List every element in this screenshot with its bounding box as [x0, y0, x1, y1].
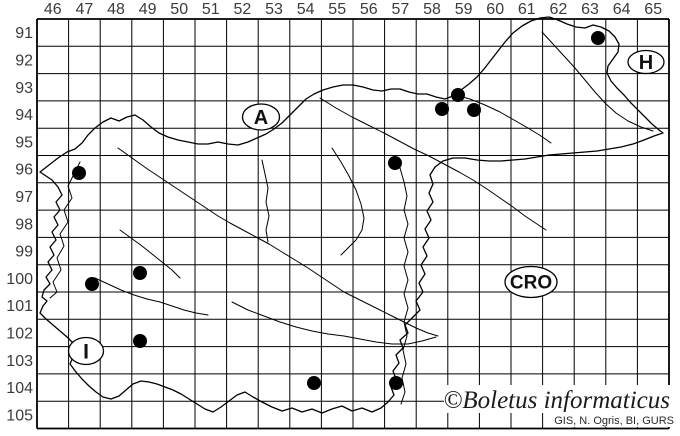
copyright-text: ©Boletus informaticus [443, 387, 670, 414]
river-line [399, 167, 409, 405]
occurrence-dot [72, 166, 86, 180]
left-axis-label: 97 [15, 189, 33, 206]
top-axis-label: 55 [328, 1, 346, 18]
occurrence-dot [389, 376, 403, 390]
top-axis-label: 46 [44, 1, 62, 18]
top-axis-label: 52 [234, 1, 252, 18]
occurrence-dot [388, 156, 402, 170]
country-label-hungary: H [639, 52, 653, 74]
occurrence-dot [467, 103, 481, 117]
left-axis-label: 91 [15, 25, 33, 42]
left-axis-label: 100 [6, 271, 33, 288]
left-axis-label: 94 [15, 107, 33, 124]
top-axis-label: 60 [486, 1, 504, 18]
top-axis-label: 50 [170, 1, 188, 18]
grid-lines [36, 18, 670, 430]
copyright-backdrop [444, 385, 674, 413]
map-outline-group [39, 16, 664, 414]
occurrence-dot [133, 334, 147, 348]
top-axis-label: 56 [360, 1, 378, 18]
top-axis-label: 51 [202, 1, 220, 18]
credits-backdrop [550, 412, 678, 427]
top-axis-label: 65 [644, 1, 662, 18]
river-line [49, 161, 81, 299]
river-line [331, 147, 365, 256]
left-axis-label: 92 [15, 52, 33, 69]
occurrence-dot [133, 266, 147, 280]
left-axis-label: 93 [15, 80, 33, 97]
top-axis-label: 54 [297, 1, 315, 18]
top-axis-label: 49 [139, 1, 157, 18]
country-ellipse-italy [67, 336, 105, 366]
top-axis-label: 58 [423, 1, 441, 18]
river-line [454, 94, 552, 144]
occurrence-dot [591, 31, 605, 45]
river-line [541, 31, 654, 132]
top-axis-label: 53 [265, 1, 283, 18]
left-axis-label: 99 [15, 244, 33, 261]
country-label-italy: I [83, 340, 89, 363]
occurrence-dots-group [72, 31, 605, 390]
top-axis-label: 47 [76, 1, 94, 18]
occurrence-dot [435, 102, 449, 116]
river-line [231, 301, 437, 345]
river-line [261, 159, 270, 243]
left-axis-label: 105 [6, 407, 33, 424]
country-label-croatia: CRO [510, 273, 552, 294]
occurrence-dot [451, 88, 465, 102]
river-line [319, 97, 547, 231]
river-line [117, 147, 439, 337]
occurrence-dot [85, 277, 99, 291]
river-line [94, 277, 209, 316]
country-labels-group: A H CRO I [67, 49, 665, 366]
left-axis-label: 98 [15, 216, 33, 233]
top-axis-label: 63 [581, 1, 599, 18]
left-axis-label: 104 [6, 380, 33, 397]
credits-text: GIS, N. Ogris, BI, GURS [554, 415, 674, 427]
left-axis-label: 95 [15, 134, 33, 151]
top-axis-label: 64 [613, 1, 631, 18]
country-ellipse-hungary [627, 49, 665, 75]
left-axis-label: 103 [6, 353, 33, 370]
country-ellipse-croatia [504, 265, 558, 299]
top-axis-label: 57 [392, 1, 410, 18]
left-axis-label: 101 [6, 298, 33, 315]
top-axis-labels: 46 47 48 49 50 51 52 53 54 55 56 57 58 59 60 61 62 63 64 65 [44, 1, 662, 18]
top-axis-label: 48 [107, 1, 125, 18]
country-ellipse-austria [241, 103, 281, 131]
top-axis-label: 59 [455, 1, 473, 18]
left-axis-label: 96 [15, 162, 33, 179]
top-axis-label: 62 [550, 1, 568, 18]
left-axis-label: 102 [6, 325, 33, 342]
river-line [119, 229, 181, 279]
rivers-group [49, 31, 654, 405]
top-axis-label: 61 [518, 1, 536, 18]
left-axis-labels: 91 92 93 94 95 96 97 98 99 100 101 102 103 104 105 [6, 25, 33, 424]
occurrence-dot [307, 376, 321, 390]
footer-group: ©Boletus informaticus GIS, N. Ogris, BI,… [443, 385, 678, 427]
country-label-austria: A [254, 107, 268, 129]
country-border-outline [39, 16, 664, 414]
